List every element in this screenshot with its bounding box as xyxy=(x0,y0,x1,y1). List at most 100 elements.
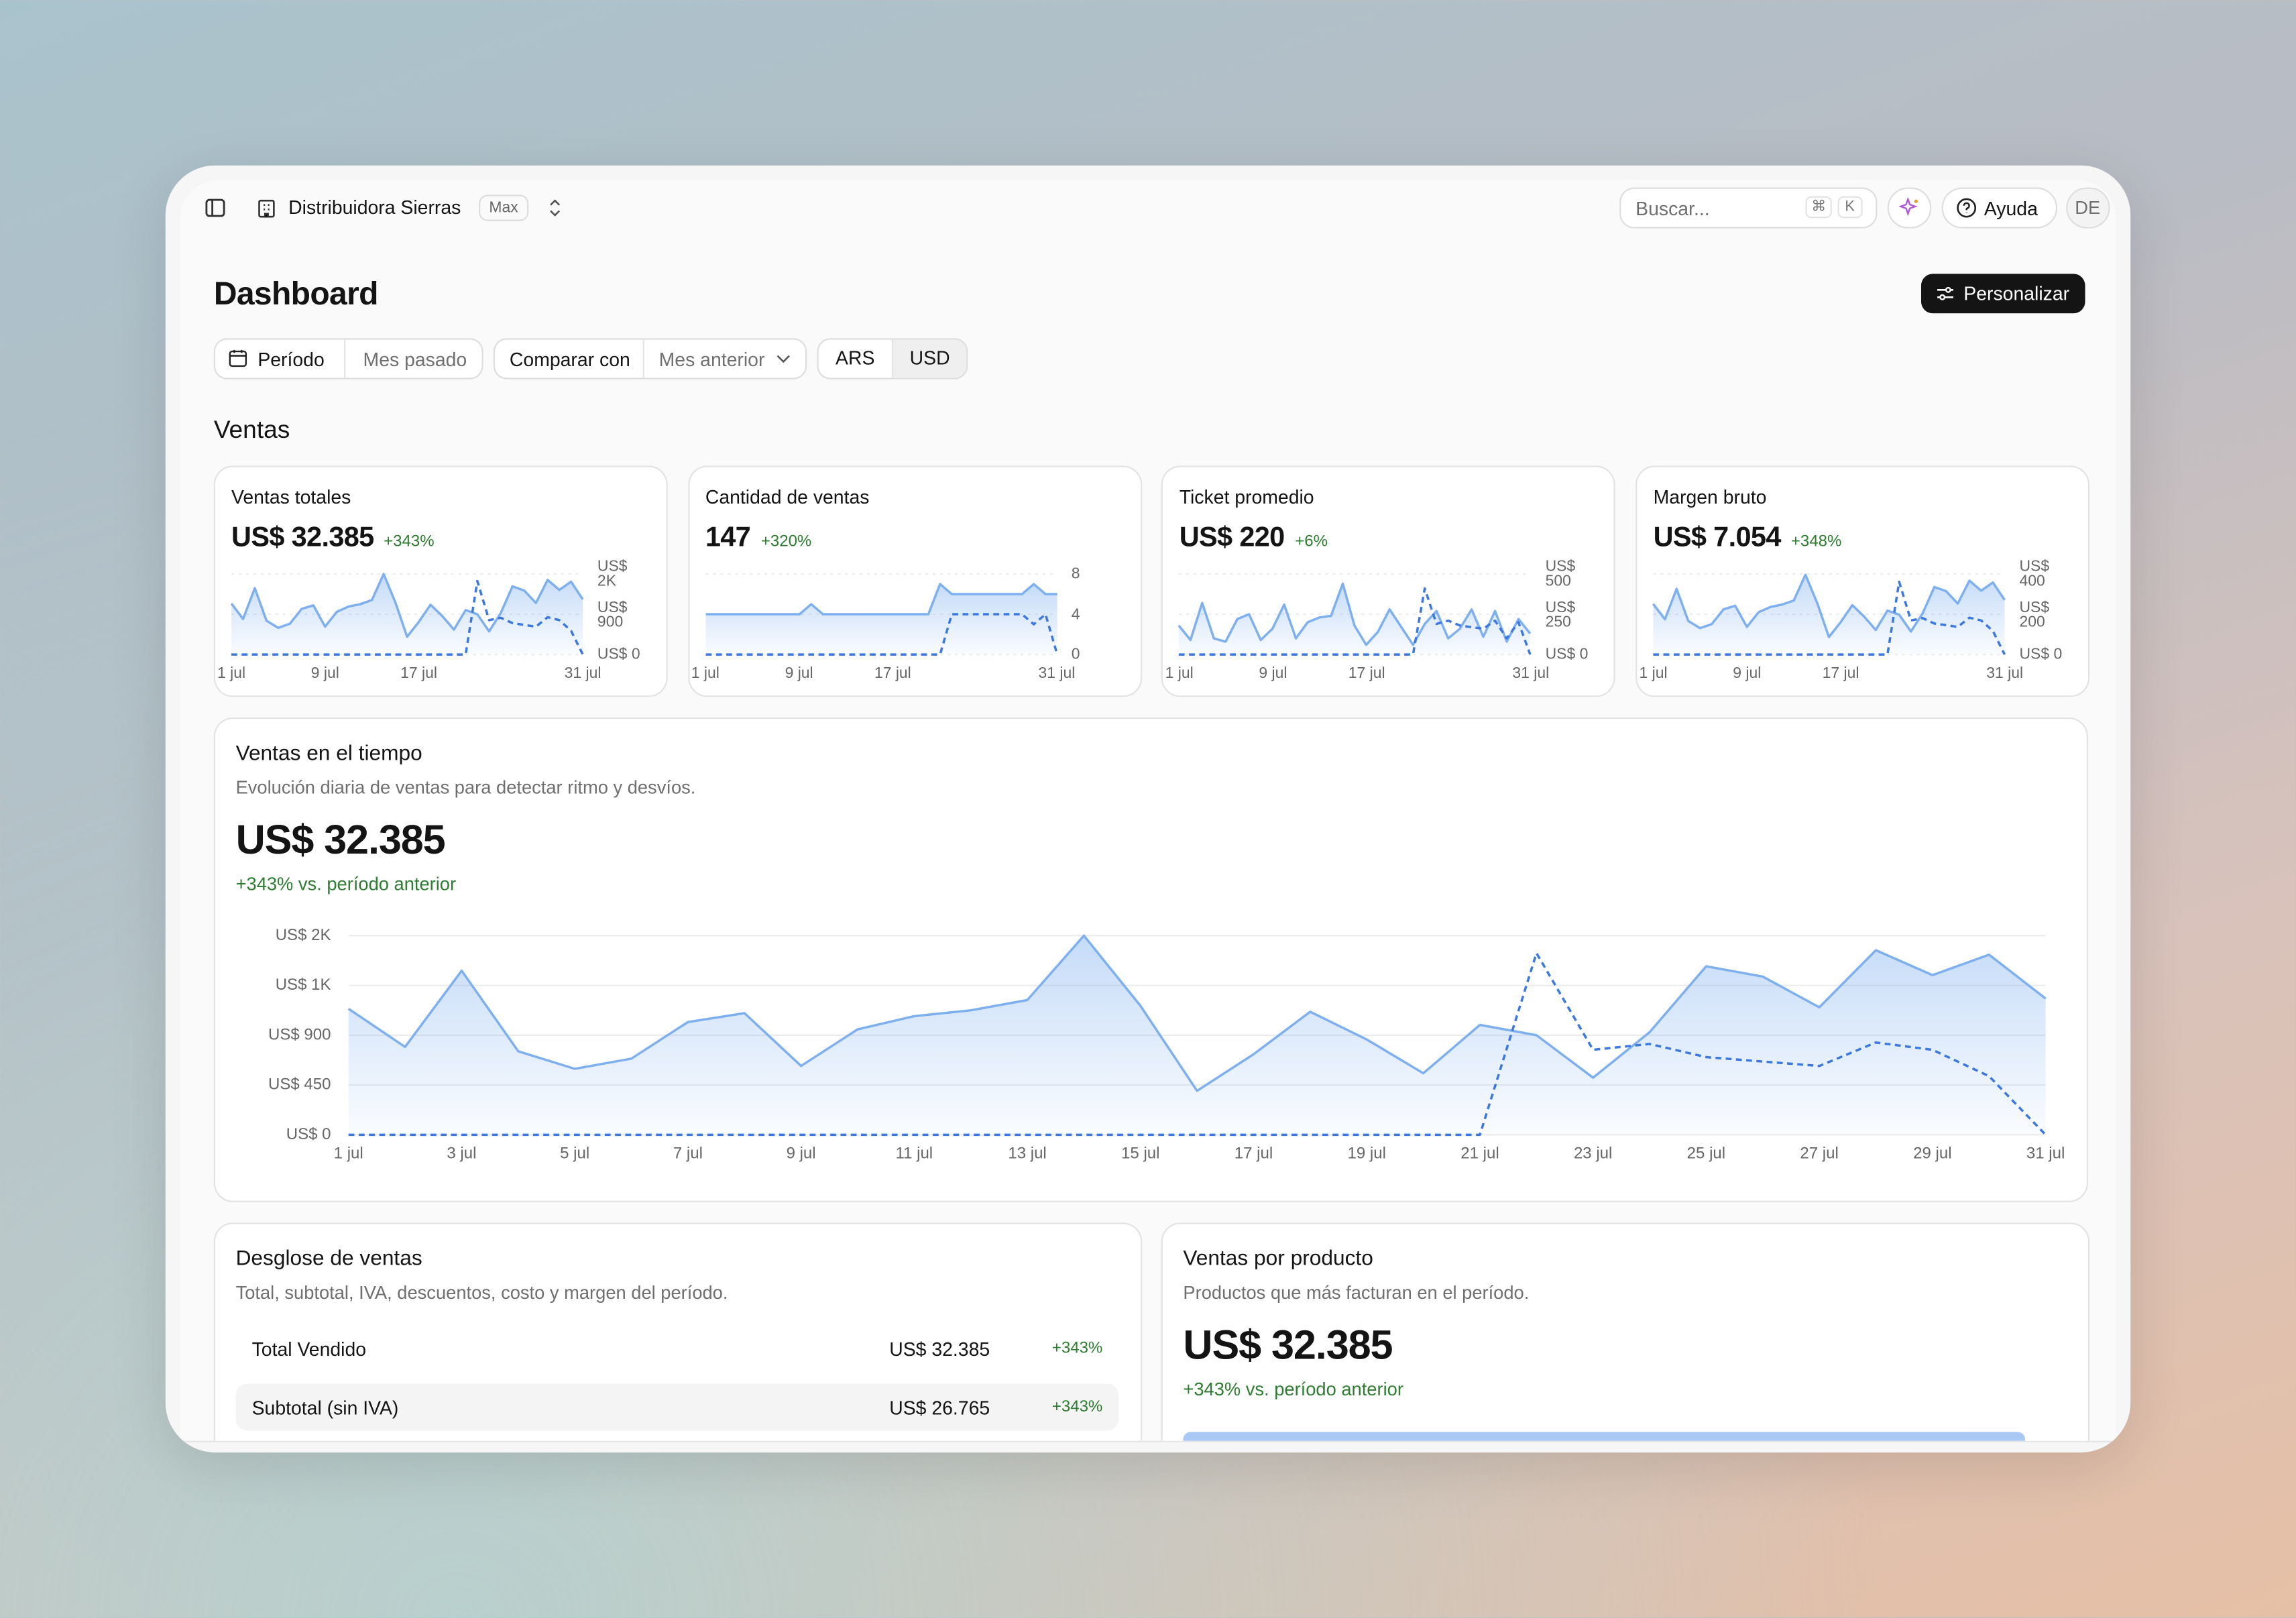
y-tick-label: US$ 0 xyxy=(286,1126,331,1144)
line xyxy=(347,934,2047,1092)
row-change: +343% xyxy=(1051,1398,1103,1416)
shortcut-key: K xyxy=(1837,196,1862,219)
x-tick-label: 15 jul xyxy=(1121,1145,1160,1163)
area xyxy=(231,573,583,655)
line xyxy=(705,613,1058,656)
kpi-value: 147 xyxy=(705,522,751,554)
kpi-card[interactable]: Ventas totales US$ 32.385 +343% US$ 0 US$ 90… xyxy=(213,465,668,697)
line xyxy=(1653,580,2006,656)
workspace-name[interactable]: Distribuidora Sierras xyxy=(288,196,461,219)
search-placeholder: Buscar... xyxy=(1635,197,1710,220)
row-label: Total Vendido xyxy=(251,1338,367,1361)
line xyxy=(230,573,584,638)
y-tick-label: US$ 1K xyxy=(275,976,331,994)
y-tick-label: US$ 0 xyxy=(597,645,640,664)
y-tick-label: US$ 900 xyxy=(268,1026,331,1044)
x-tick-label: 31 jul xyxy=(564,664,601,683)
kpi-value: US$ 7.054 xyxy=(1653,522,1782,554)
y-tick-label: US$ 400 xyxy=(2019,557,2050,591)
currency-toggle[interactable]: ARS USD xyxy=(817,338,968,380)
area xyxy=(1179,583,1531,655)
row-label: Subtotal (sin IVA) xyxy=(251,1397,399,1419)
card-value: US$ 32.385 xyxy=(1183,1322,1393,1368)
search-box[interactable]: Buscar... ⌘ K xyxy=(1619,187,1878,229)
area xyxy=(1653,575,2005,655)
line xyxy=(1179,587,1532,656)
line xyxy=(1178,582,1532,646)
y-tick-label: US$ 200 xyxy=(2019,598,2050,631)
customize-button[interactable]: Personalizar xyxy=(1920,274,2085,314)
compare-filter[interactable]: Comparar con Mes anterior xyxy=(493,338,807,380)
x-tick-label: 9 jul xyxy=(310,664,339,683)
period-filter[interactable]: Período Mes pasado xyxy=(213,338,483,380)
x-tick-label: 29 jul xyxy=(1913,1145,1952,1163)
period-value: Mes pasado xyxy=(363,348,467,371)
compare-label: Comparar con xyxy=(509,348,630,371)
x-tick-label: 9 jul xyxy=(785,664,813,683)
sliders-icon xyxy=(1937,286,1954,300)
divider xyxy=(642,339,644,378)
y-tick-label: US$ 2K xyxy=(597,557,628,591)
x-tick-label: 25 jul xyxy=(1686,1145,1726,1163)
avatar-initials: DE xyxy=(2075,197,2101,219)
x-tick-label: 1 jul xyxy=(691,664,720,683)
chart xyxy=(705,573,1058,656)
currency-option: ARS xyxy=(836,347,875,369)
x-tick-label: 7 jul xyxy=(673,1145,703,1163)
x-tick-label: 3 jul xyxy=(447,1145,477,1163)
compare-value: Mes anterior xyxy=(658,348,765,371)
card-title: Ventas en el tiempo xyxy=(235,742,422,766)
chart xyxy=(1178,573,1532,656)
section-title: Ventas xyxy=(213,416,290,444)
row-value: US$ 32.385 xyxy=(889,1338,990,1361)
app-panel: Distribuidora Sierras Max Buscar... ⌘ K … xyxy=(180,180,2116,1442)
period-label: Período xyxy=(257,348,325,371)
product-bar xyxy=(1183,1432,2026,1441)
chart xyxy=(230,573,584,656)
currency-option: USD xyxy=(891,339,967,378)
kpi-card[interactable]: Ticket promedio US$ 220 +6% US$ 0 US$ 250 US$… xyxy=(1161,465,1616,697)
row-change: +343% xyxy=(1051,1340,1103,1358)
kpi-title: Ticket promedio xyxy=(1179,485,1314,508)
avatar[interactable]: DE xyxy=(2066,187,2110,229)
x-tick-label: 13 jul xyxy=(1008,1145,1047,1163)
breakdown-row: Total Vendido US$ 32.385 +343% xyxy=(236,1325,1119,1372)
sidebar-toggle[interactable] xyxy=(205,198,226,219)
breakdown-row: Subtotal (sin IVA) US$ 26.765 +343% xyxy=(235,1383,1119,1431)
ai-button[interactable] xyxy=(1887,187,1932,229)
x-tick-label: 31 jul xyxy=(2026,1145,2065,1163)
x-tick-label: 23 jul xyxy=(1573,1145,1613,1163)
y-tick-label: US$ 0 xyxy=(2019,645,2063,664)
card-title: Ventas por producto xyxy=(1183,1247,1373,1271)
workspace-switch[interactable] xyxy=(548,198,563,219)
card-subtitle: Evolución diaria de ventas para detectar… xyxy=(235,777,696,799)
x-tick-label: 31 jul xyxy=(1512,664,1550,683)
y-tick-label: 8 xyxy=(1071,565,1080,583)
kpi-title: Margen bruto xyxy=(1653,485,1767,508)
plan-badge: Max xyxy=(479,194,528,221)
chevron-down xyxy=(777,355,790,363)
x-tick-label: 31 jul xyxy=(1986,664,2024,683)
kpi-card[interactable]: Cantidad de ventas 147 +320% 0 4 8 1 jul 9 jul 1… xyxy=(687,465,1142,697)
help-button[interactable]: Ayuda xyxy=(1941,187,2058,229)
y-tick-label: US$ 500 xyxy=(1545,557,1576,591)
kpi-card[interactable]: Margen bruto US$ 7.054 +348% US$ 0 US$ 200 US… xyxy=(1635,465,2090,697)
y-tick-label: US$ 0 xyxy=(1545,645,1589,664)
kpi-change: +320% xyxy=(760,532,812,551)
y-tick-label: US$ 450 xyxy=(268,1076,331,1094)
x-tick-label: 17 jul xyxy=(1234,1145,1273,1163)
kpi-change: +348% xyxy=(1790,532,1842,551)
kpi-change: +343% xyxy=(384,532,435,551)
building-icon xyxy=(258,199,275,218)
kpi-value: US$ 32.385 xyxy=(231,522,374,554)
line xyxy=(705,583,1057,616)
card-change: +343% vs. período anterior xyxy=(235,874,457,895)
x-tick-label: 31 jul xyxy=(1038,664,1076,683)
sales-over-time-card: Ventas en el tiempo Evolución diaria de … xyxy=(213,717,2088,1202)
by-product-card: Ventas por producto Productos que más fa… xyxy=(1161,1222,2090,1441)
x-tick-label: 27 jul xyxy=(1800,1145,1839,1163)
x-tick-label: 1 jul xyxy=(333,1145,363,1163)
area xyxy=(705,584,1057,655)
card-title: Desglose de ventas xyxy=(235,1247,422,1271)
